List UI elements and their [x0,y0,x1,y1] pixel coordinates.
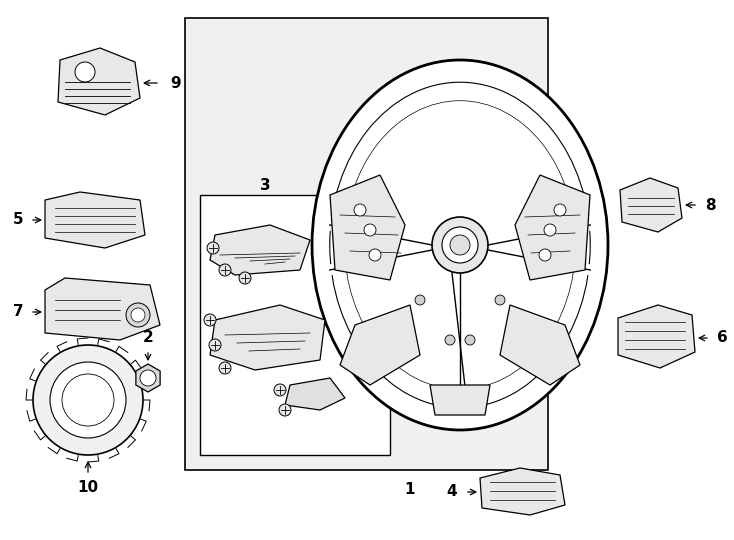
Text: 3: 3 [260,178,270,192]
Text: 1: 1 [404,483,415,497]
Circle shape [131,308,145,322]
Circle shape [204,314,216,326]
Circle shape [465,335,475,345]
Circle shape [62,374,114,426]
Circle shape [126,303,150,327]
Circle shape [445,335,455,345]
Text: 8: 8 [705,198,716,213]
Circle shape [495,295,505,305]
Polygon shape [45,192,145,248]
Circle shape [354,204,366,216]
Polygon shape [515,175,590,280]
Polygon shape [210,305,325,370]
Circle shape [33,345,143,455]
Polygon shape [330,175,405,280]
Text: 10: 10 [78,481,98,496]
Circle shape [219,362,231,374]
Circle shape [432,217,488,273]
Circle shape [50,362,126,438]
Polygon shape [45,278,160,340]
Circle shape [140,370,156,386]
Polygon shape [210,225,310,275]
Circle shape [274,384,286,396]
Text: 5: 5 [12,213,23,227]
Polygon shape [340,305,420,385]
Circle shape [442,227,478,263]
Circle shape [207,242,219,254]
Text: 6: 6 [716,330,727,346]
Text: 2: 2 [142,330,153,346]
Polygon shape [618,305,695,368]
Text: 9: 9 [171,76,181,91]
Circle shape [539,249,551,261]
Circle shape [369,249,381,261]
Polygon shape [430,385,490,415]
Polygon shape [620,178,682,232]
Circle shape [75,62,95,82]
Circle shape [364,224,376,236]
Circle shape [219,264,231,276]
Polygon shape [58,48,140,115]
Text: 7: 7 [12,305,23,320]
Bar [185,18,548,470]
Circle shape [279,404,291,416]
Circle shape [554,204,566,216]
Polygon shape [136,364,160,392]
Circle shape [415,295,425,305]
Ellipse shape [312,60,608,430]
Circle shape [450,235,470,255]
Polygon shape [500,305,580,385]
Text: 4: 4 [447,484,457,500]
Polygon shape [480,468,565,515]
Circle shape [544,224,556,236]
Bar [200,195,390,455]
Circle shape [239,272,251,284]
Polygon shape [285,378,345,410]
Ellipse shape [344,100,575,389]
Ellipse shape [330,82,590,408]
Circle shape [209,339,221,351]
